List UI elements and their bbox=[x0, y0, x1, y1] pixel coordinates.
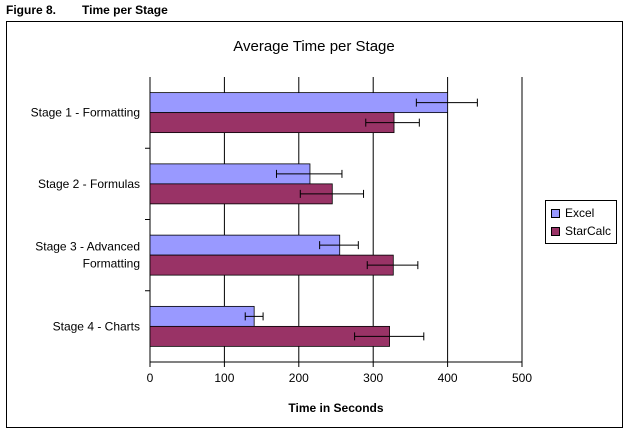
chart-title: Average Time per Stage bbox=[233, 38, 394, 55]
bar-excel bbox=[149, 234, 341, 256]
figure-caption: Figure 8. Time per Stage bbox=[6, 3, 168, 17]
y-tick-label: Stage 1 - Formatting bbox=[31, 106, 140, 120]
legend-swatch-excel bbox=[551, 208, 560, 218]
x-tick-label: 0 bbox=[147, 371, 154, 385]
chart-frame bbox=[6, 21, 623, 428]
bar-starcalc bbox=[149, 112, 395, 134]
legend-item-excel: Excel bbox=[551, 204, 616, 222]
y-tick-label: Stage 2 - Formulas bbox=[38, 177, 140, 191]
x-tick-label: 400 bbox=[438, 371, 458, 385]
figure-number: Figure 8. bbox=[6, 3, 57, 17]
legend-label-excel: Excel bbox=[565, 206, 595, 220]
bar-starcalc bbox=[149, 254, 394, 276]
bar-excel bbox=[149, 92, 449, 114]
legend-item-starcalc: StarCalc bbox=[551, 222, 616, 240]
legend-swatch-starcalc bbox=[551, 226, 560, 236]
x-tick-label: 300 bbox=[363, 371, 383, 385]
figure-title: Time per Stage bbox=[82, 3, 168, 17]
x-axis-label: Time in Seconds bbox=[288, 401, 383, 415]
x-tick-label: 500 bbox=[512, 371, 532, 385]
y-tick-label: Stage 4 - Charts bbox=[53, 319, 140, 333]
legend-label-starcalc: StarCalc bbox=[565, 224, 612, 238]
y-tick-label: Stage 3 - Advanced Formatting bbox=[35, 240, 140, 271]
x-tick-label: 100 bbox=[214, 371, 234, 385]
bar-starcalc bbox=[149, 325, 390, 347]
x-tick-label: 200 bbox=[289, 371, 309, 385]
bar-excel bbox=[149, 305, 255, 327]
legend: Excel StarCalc bbox=[545, 200, 617, 244]
